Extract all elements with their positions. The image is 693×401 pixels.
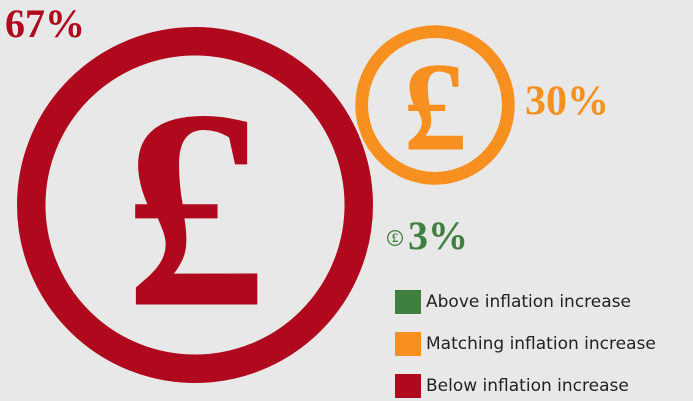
bubble-ring	[17, 27, 373, 383]
bubble-ring	[387, 230, 403, 246]
legend-label: Below inflation increase	[426, 376, 629, 396]
value-label: 3%	[408, 213, 468, 258]
pound-symbol: £	[124, 51, 266, 367]
legend-label: Matching inflation increase	[426, 334, 656, 354]
legend-swatch	[395, 332, 421, 356]
legend-label: Above inflation increase	[426, 292, 631, 312]
pound-symbol: £	[403, 36, 467, 178]
value-label: 67%	[5, 1, 85, 46]
bubble-ring	[355, 25, 515, 185]
legend-swatch	[395, 374, 421, 398]
value-label: 30%	[525, 79, 609, 125]
legend-swatch	[395, 290, 421, 314]
pound-symbol: £	[392, 231, 398, 245]
